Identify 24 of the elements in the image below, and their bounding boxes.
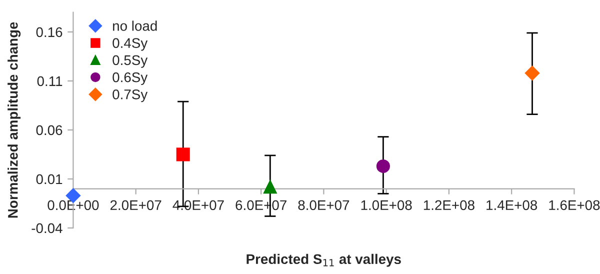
legend-label: 0.4Sy [112, 38, 148, 51]
y-tick-label: 0.11 [37, 76, 62, 86]
x-tick-label: 1.0E+08 [361, 200, 412, 210]
x-tick-label: 2.0E+07 [110, 200, 162, 210]
x-tick-label: 4.0E+07 [172, 200, 224, 210]
y-axis-title: Normalized amplitude change [8, 22, 21, 218]
legend-label: no load [113, 20, 157, 31]
x-tick-label: 1.6E+08 [549, 200, 600, 210]
y-tick-label: 0.06 [36, 125, 62, 136]
x-tick-label: 8.0E+07 [298, 200, 350, 210]
point [176, 148, 190, 162]
y-tick-label: 0.01 [36, 174, 62, 184]
legend-label: 0.6Sy [112, 72, 148, 85]
y-tick-label: -0.04 [32, 223, 62, 234]
legend-label: 0.5Sy [112, 55, 148, 68]
point [376, 159, 390, 173]
x-tick-label: 0.0E+00 [48, 200, 99, 210]
y-tick-label: 0.16 [36, 27, 62, 38]
x-tick-label: 1.2E+08 [424, 200, 474, 210]
x-tick-label: 1.4E+08 [486, 200, 538, 210]
point [524, 66, 540, 80]
legend-label: 0.7Sy [112, 89, 148, 102]
point [263, 180, 277, 194]
x-axis-title: Predicted S$_{11}$ at valleys [246, 254, 401, 267]
